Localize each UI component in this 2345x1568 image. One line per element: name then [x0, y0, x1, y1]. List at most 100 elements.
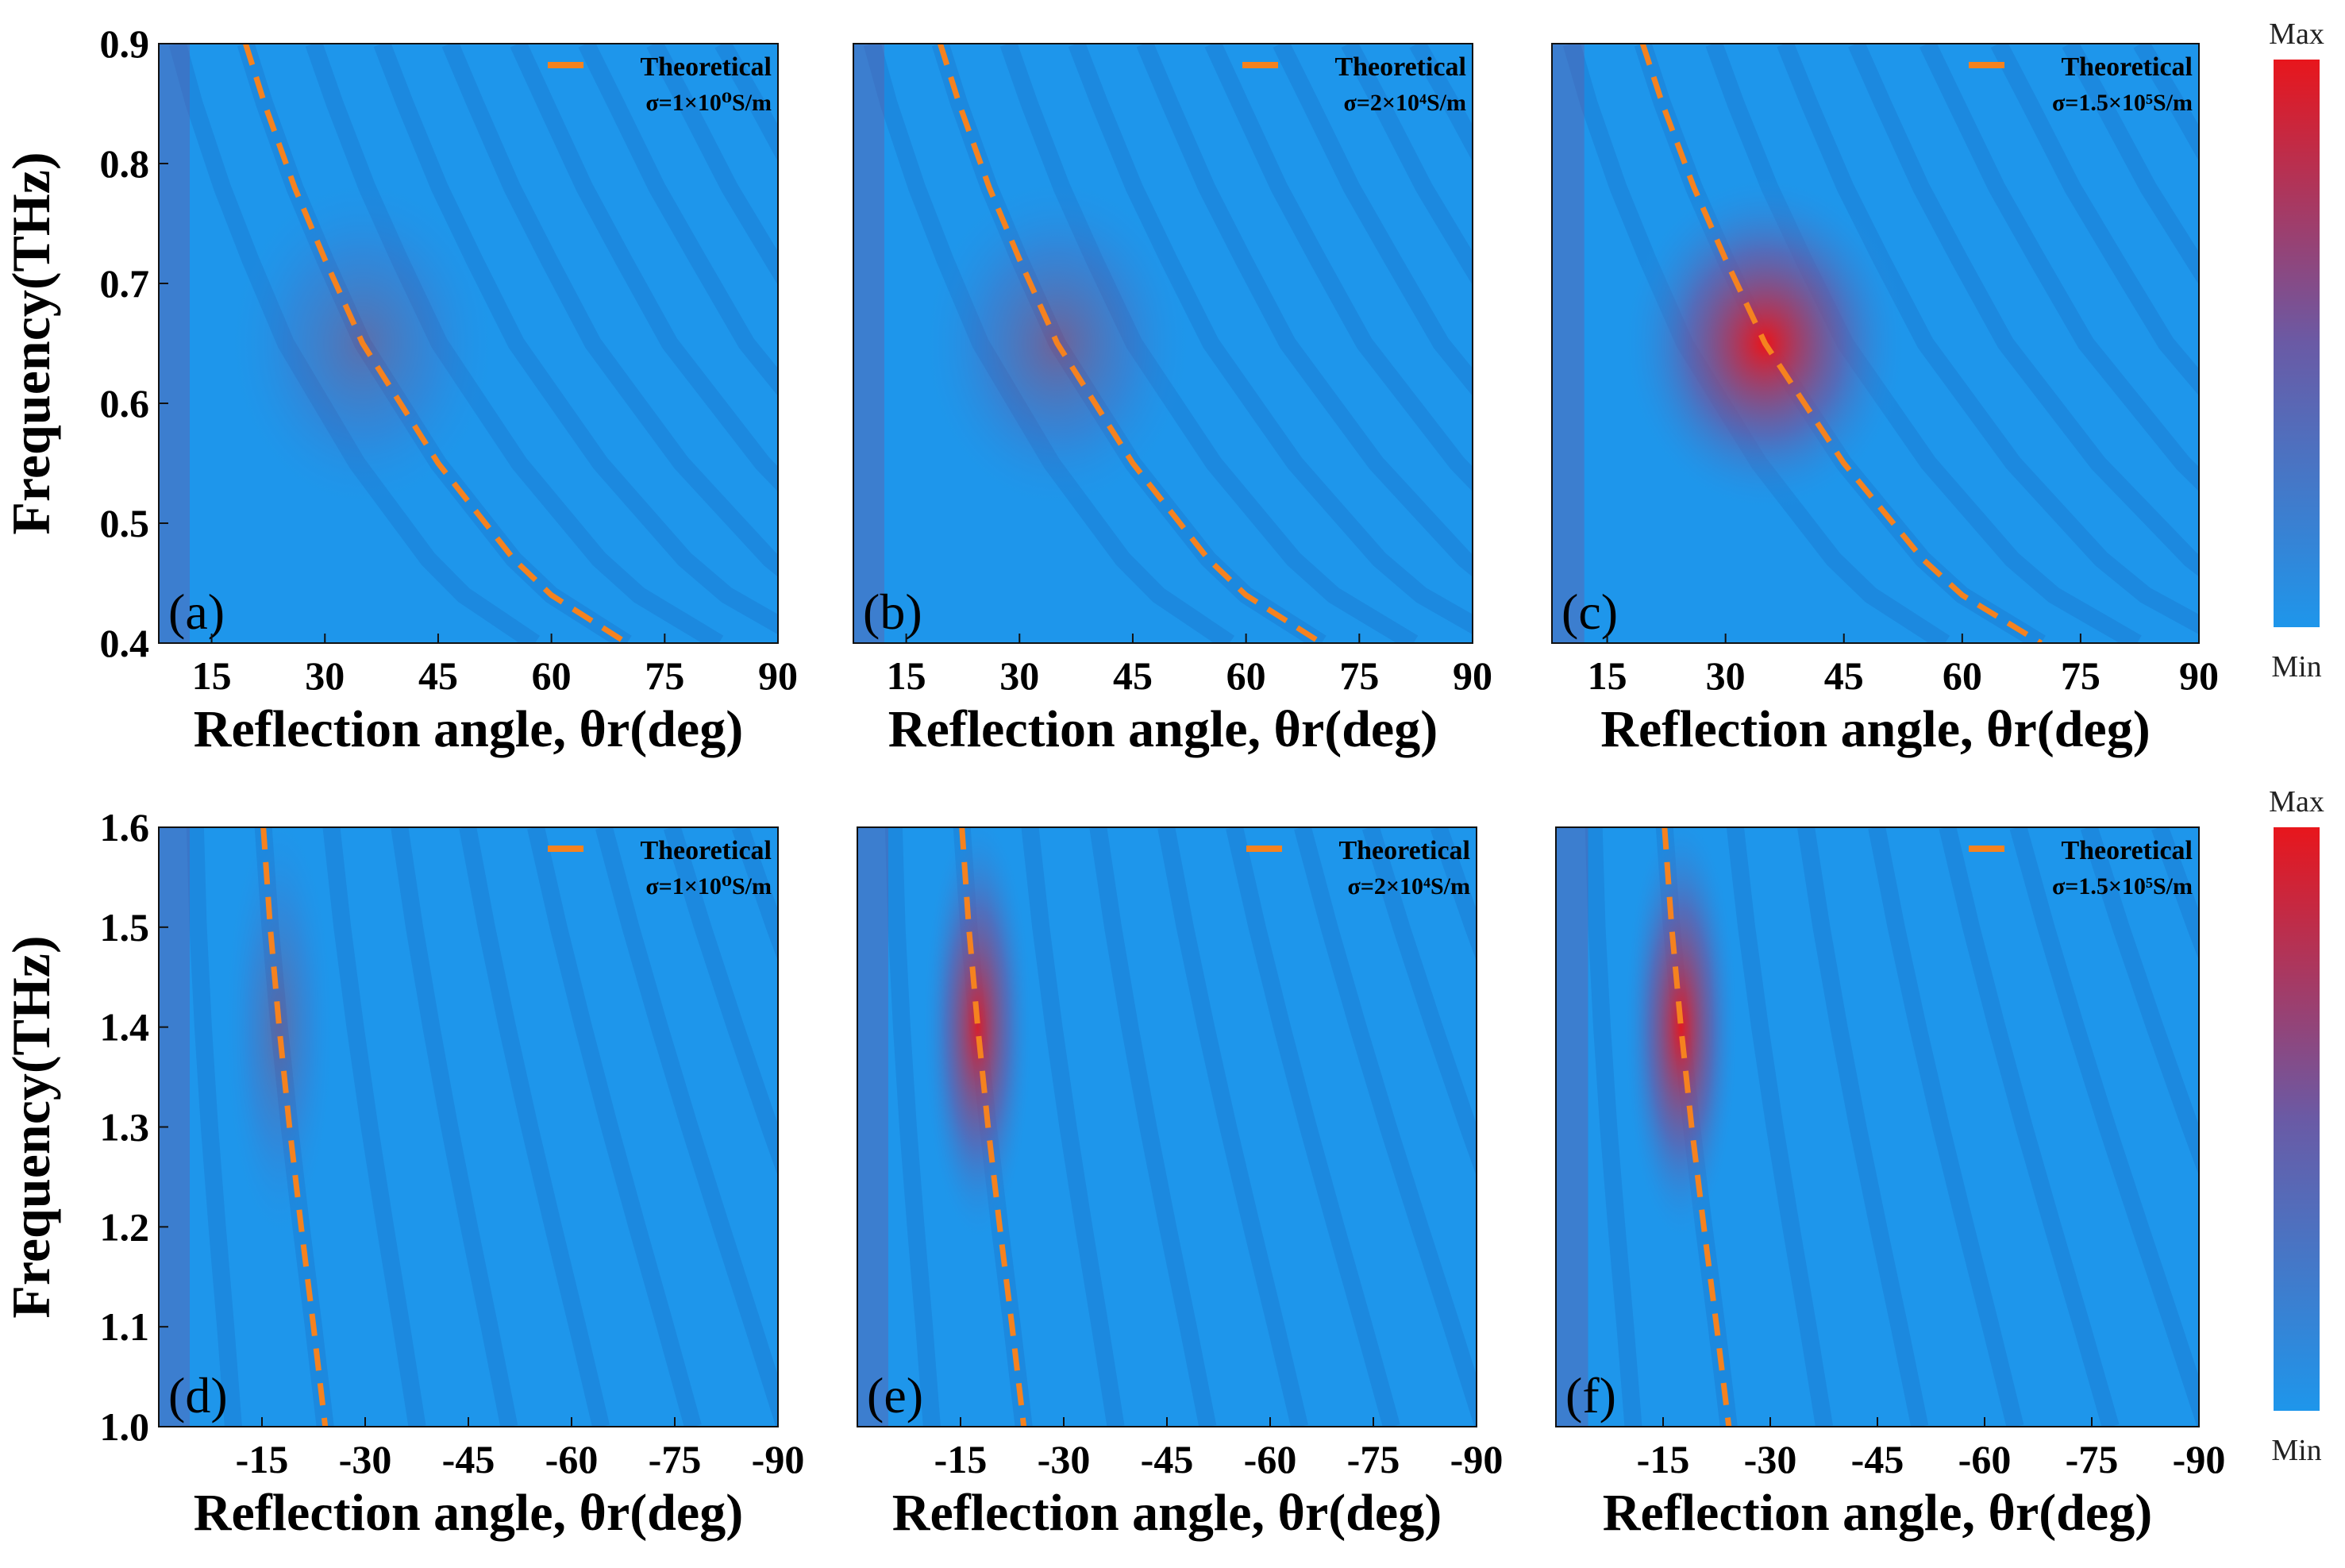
heatmap-stripe	[663, 827, 778, 1177]
colorbar-1	[2274, 60, 2320, 627]
heatmap-stripe	[1136, 44, 1473, 577]
panel-c: Theoretical σ=1.5×10⁵S/m (c) 15 30 45 60 75 90 Re…	[1551, 43, 2219, 758]
heatmap-stripe	[1089, 827, 1217, 1427]
y-tick-label: 1.1	[100, 1304, 150, 1349]
heatmap-edge-band	[853, 44, 884, 643]
legend-label: Theoretical	[1334, 52, 1466, 82]
heatmap-stripe	[1726, 827, 1833, 1427]
heatmap-stripe	[2062, 44, 2199, 285]
x-tick-label: 45	[1824, 653, 1864, 698]
heatmap-stripe	[2151, 827, 2199, 961]
y-tick-label: 1.3	[100, 1105, 150, 1150]
x-tick-label: -60	[1958, 1437, 2012, 1481]
heatmap-edge-band	[159, 44, 190, 643]
theoretical-curve	[243, 44, 629, 643]
heatmap-stripe	[391, 827, 518, 1427]
colorbar-2	[2274, 827, 2320, 1411]
heatmap-edge-band	[1552, 44, 1585, 643]
heatmap-stripe	[1068, 44, 1473, 635]
theoretical-curve	[938, 44, 1323, 643]
heatmap-stripe	[1990, 44, 2199, 396]
heatmap-stripe	[999, 44, 1419, 643]
panel-label: (b)	[863, 584, 922, 640]
y-tick-label: 0.7	[100, 261, 150, 306]
x-tick-label: 15	[192, 653, 232, 698]
theoretical-curve	[260, 827, 329, 1427]
panel-d: Theoretical σ=1×10⁰S/m (d)-15 -30 -45 -60 -75 -…	[1, 805, 805, 1542]
heatmap-stripe	[527, 827, 702, 1427]
heatmap-stripe	[186, 827, 242, 1427]
heatmap-stripe	[322, 827, 426, 1427]
heatmap-stripe	[1157, 827, 1308, 1427]
x-tick-label: -60	[1244, 1437, 1297, 1481]
x-tick-label: 30	[1706, 653, 1746, 698]
x-tick-label: 75	[645, 653, 684, 698]
x-tick-label: -75	[1347, 1437, 1400, 1481]
heatmap-stripe	[510, 44, 778, 492]
legend-label: Theoretical	[2061, 52, 2193, 82]
heatmap-stripe	[595, 827, 778, 1427]
y-tick-label: 0.8	[100, 141, 150, 186]
x-tick-label: -15	[1637, 1437, 1690, 1481]
heatmap-stripe	[1777, 44, 2199, 634]
heatmap-stripe	[1021, 827, 1125, 1427]
legend-label: Theoretical	[640, 52, 772, 82]
y-tick-label: 1.5	[100, 905, 150, 950]
x-tick-label: -90	[752, 1437, 805, 1481]
y-tick-label: 0.5	[100, 501, 150, 545]
panel-label: (c)	[1561, 584, 1618, 640]
heatmap-hotspot	[223, 827, 335, 1243]
heatmap-stripe	[1361, 827, 1477, 1177]
x-tick-label: -45	[442, 1437, 495, 1481]
panel-label: (e)	[867, 1367, 923, 1424]
x-tick-label: 60	[1943, 653, 1982, 698]
heatmap-stripe	[1919, 44, 2199, 491]
legend-sigma: σ=2×10⁴S/m	[1347, 873, 1470, 900]
legend-sigma: σ=2×10⁴S/m	[1343, 90, 1466, 116]
heatmap-stripe	[1939, 827, 2120, 1427]
plot-frame	[158, 43, 779, 644]
x-tick-label: 90	[758, 653, 798, 698]
theoretical-curve	[959, 827, 1027, 1427]
heatmap-edge-band	[857, 827, 888, 1427]
heatmap-layer	[1556, 827, 2199, 1427]
x-tick-label: 60	[532, 653, 572, 698]
colorbar-min-label: Min	[2271, 650, 2321, 684]
y-tick-label: 1.2	[100, 1204, 150, 1249]
legend-label: Theoretical	[2061, 836, 2193, 865]
heatmap-stripe	[1585, 827, 1642, 1427]
heatmap-stripe	[1341, 44, 1473, 286]
y-tick-label: 0.4	[100, 621, 150, 665]
heatmap-layer	[857, 827, 1477, 1427]
y-axis-label: Frequency(THz)	[1, 152, 61, 534]
heatmap-hotspot	[922, 827, 1034, 1243]
colorbar-min-label: Min	[2271, 1434, 2321, 1467]
x-axis-label: Reflection angle, θr(deg)	[1600, 700, 2150, 758]
heatmap-stripe	[1204, 44, 1473, 492]
x-tick-label: -90	[1450, 1437, 1504, 1481]
x-axis-label: Reflection angle, θr(deg)	[888, 700, 1438, 758]
x-tick-label: 90	[2179, 653, 2219, 698]
legend-label: Theoretical	[1338, 836, 1470, 865]
heatmap-stripe	[1430, 827, 1477, 961]
heatmap-stripe	[1273, 44, 1473, 396]
heatmap-stripe	[1848, 44, 2199, 577]
heatmap-stripe	[646, 44, 778, 286]
x-tick-label: -75	[2066, 1437, 2119, 1481]
legend-sigma: σ=1×10⁰S/m	[645, 873, 772, 900]
x-tick-label: -30	[339, 1437, 392, 1481]
colorbar-max-label: Max	[2269, 785, 2324, 819]
theoretical-curve	[1662, 827, 1732, 1427]
x-tick-label: 15	[887, 653, 926, 698]
x-axis-label: Reflection angle, θr(deg)	[892, 1484, 1442, 1542]
x-tick-label: 90	[1453, 653, 1492, 698]
panel-label: (d)	[168, 1367, 228, 1424]
heatmap-layer	[1552, 44, 2199, 643]
x-tick-label: 60	[1226, 653, 1266, 698]
x-tick-label: -45	[1141, 1437, 1194, 1481]
x-tick-label: -90	[2173, 1437, 2226, 1481]
x-tick-label: 75	[1339, 653, 1379, 698]
legend-sigma: σ=1.5×10⁵S/m	[2052, 90, 2193, 116]
heatmap-layer	[159, 44, 778, 643]
